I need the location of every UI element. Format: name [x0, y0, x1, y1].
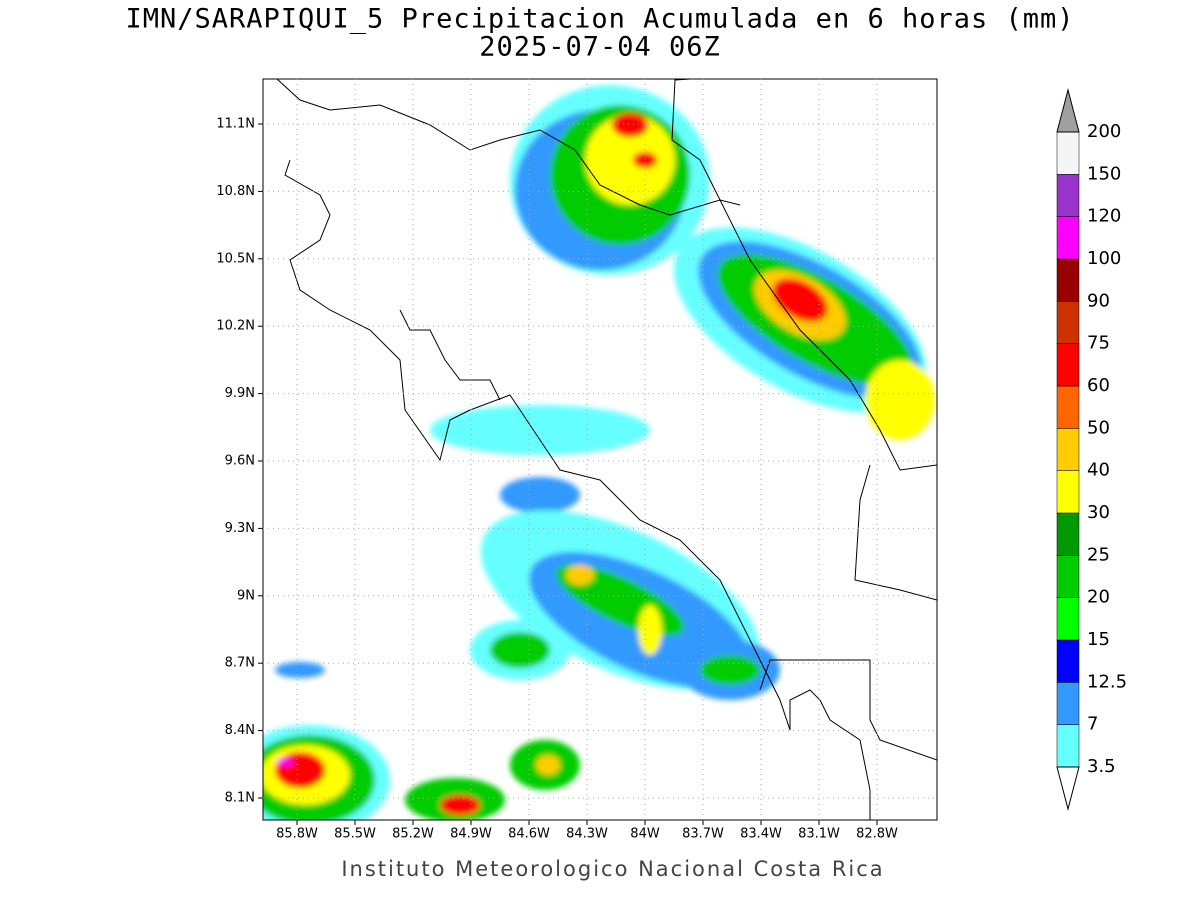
colorbar-label: 200	[1087, 121, 1121, 142]
colorbar-segment	[1056, 597, 1080, 641]
colorbar-segment	[1056, 343, 1080, 387]
colorbar-label: 150	[1087, 163, 1121, 184]
y-tick-label: 11.1N	[216, 117, 255, 132]
colorbar-label: 25	[1087, 544, 1110, 565]
footer: Instituto Meteorologico Nacional Costa R…	[341, 857, 884, 881]
x-tick-label: 83.1W	[798, 827, 840, 842]
colorbar-segment	[1056, 385, 1080, 429]
y-tick-label: 9.6N	[225, 454, 255, 469]
colorbar-label: 7	[1087, 714, 1098, 735]
colorbar-segment	[1056, 682, 1080, 725]
colorbar-label: 30	[1087, 502, 1110, 523]
y-tick-label: 9.3N	[225, 521, 255, 536]
y-tick-label: 10.2N	[216, 319, 255, 334]
colorbar-label: 75	[1087, 333, 1110, 354]
subtitle: 2025-07-04 06Z	[479, 32, 721, 63]
y-tick-label: 8.7N	[225, 656, 255, 671]
colorbar-segment	[1056, 639, 1080, 683]
x-tick-label: 85.5W	[334, 827, 376, 842]
colorbar-segment	[1056, 555, 1080, 598]
colorbar-segment	[1056, 301, 1080, 344]
x-tick-label: 82.8W	[856, 827, 898, 842]
x-tick-label: 83.7W	[682, 827, 724, 842]
colorbar-segment	[1056, 174, 1080, 217]
colorbar-segment	[1056, 216, 1080, 260]
colorbar-over	[1056, 88, 1080, 133]
colorbar-segment	[1056, 512, 1080, 556]
x-tick-label: 85.8W	[276, 827, 318, 842]
colorbar-segment	[1056, 428, 1080, 471]
x-tick-label: 84W	[630, 827, 660, 842]
x-tick-label: 85.2W	[392, 827, 434, 842]
colorbar-label: 120	[1087, 206, 1121, 227]
x-tick-label: 84.9W	[450, 827, 492, 842]
map-frame	[262, 78, 938, 821]
colorbar-segment	[1056, 131, 1080, 175]
y-tick-label: 8.1N	[225, 791, 255, 806]
y-tick-label: 9N	[237, 588, 255, 603]
colorbar-label: 40	[1087, 460, 1110, 481]
y-tick-label: 9.9N	[225, 386, 255, 401]
colorbar-label: 50	[1087, 417, 1110, 438]
colorbar-under	[1056, 766, 1080, 811]
precip-field	[263, 79, 937, 820]
colorbar-label: 3.5	[1087, 756, 1116, 777]
colorbar-label: 60	[1087, 375, 1110, 396]
colorbar-label: 90	[1087, 290, 1110, 311]
y-tick-label: 10.5N	[216, 251, 255, 266]
x-tick-label: 83.4W	[740, 827, 782, 842]
x-tick-label: 84.3W	[566, 827, 608, 842]
colorbar-segment	[1056, 470, 1080, 514]
colorbar-label: 100	[1087, 248, 1121, 269]
colorbar-label: 12.5	[1087, 671, 1127, 692]
x-tick-label: 84.6W	[508, 827, 550, 842]
colorbar-label: 15	[1087, 629, 1110, 650]
colorbar-segment	[1056, 724, 1080, 768]
title: IMN/SARAPIQUI_5 Precipitacion Acumulada …	[125, 4, 1074, 35]
y-tick-label: 8.4N	[225, 723, 255, 738]
colorbar-segment	[1056, 258, 1080, 302]
colorbar-label: 20	[1087, 587, 1110, 608]
y-tick-label: 10.8N	[216, 184, 255, 199]
